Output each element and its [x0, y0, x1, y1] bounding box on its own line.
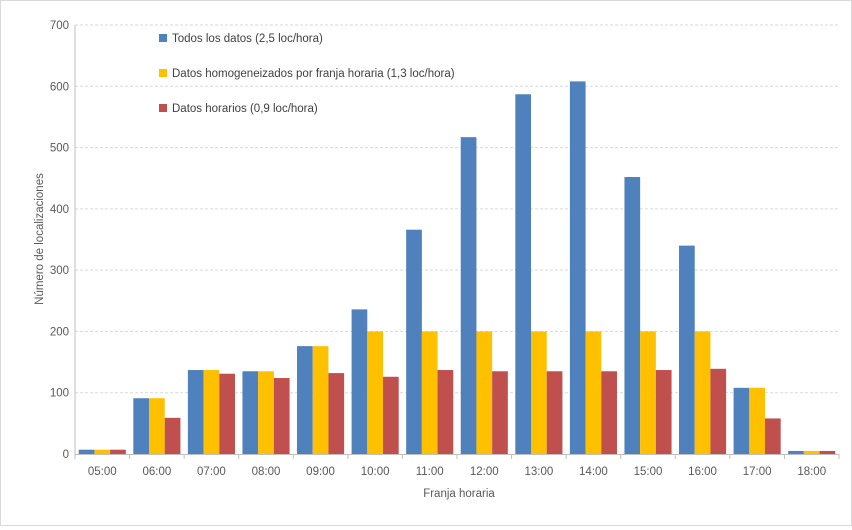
legend-label-2: Datos homogeneizados por franja horaria … — [172, 68, 455, 80]
bar-2-1300 — [531, 331, 547, 454]
x-tick-label: 13:00 — [524, 466, 553, 478]
bars — [78, 81, 836, 455]
y-tick-label: 0 — [63, 449, 69, 461]
y-tick-label: 200 — [50, 326, 69, 338]
bar-2-0900 — [312, 346, 329, 454]
y-axis-title: Número de localizaciones — [34, 173, 46, 305]
bar-1-1700 — [733, 387, 750, 454]
legend-label-1: Todos los datos (2,5 loc/hora) — [172, 33, 323, 45]
x-tick-label: 17:00 — [743, 466, 772, 478]
bar-2-1800 — [803, 450, 820, 454]
y-tick-label: 300 — [50, 265, 69, 277]
bar-2-0500 — [94, 449, 111, 454]
bar-3-1700 — [764, 418, 781, 454]
bar-1-1500 — [624, 176, 641, 455]
y-tick-label: 700 — [50, 20, 69, 32]
bar-3-1800 — [819, 450, 836, 454]
bar-2-1400 — [585, 331, 602, 454]
bar-1-1200 — [460, 137, 477, 454]
bar-1-1600 — [679, 245, 695, 454]
bar-3-1600 — [710, 368, 727, 454]
bar-2-0600 — [149, 398, 165, 454]
bar-3-1000 — [382, 376, 399, 454]
y-tick-label: 400 — [50, 204, 69, 216]
bar-1-1100 — [406, 229, 422, 454]
x-tick-label: 16:00 — [688, 466, 717, 478]
bar-1-0800 — [242, 371, 259, 454]
bar-3-1400 — [601, 371, 617, 454]
legend: Todos los datos (2,5 loc/hora) Datos homo… — [159, 33, 455, 115]
axes — [74, 25, 840, 459]
legend-swatch-1 — [159, 34, 167, 42]
bar-1-1300 — [515, 94, 532, 454]
bar-3-0600 — [164, 417, 181, 454]
x-tick-label: 11:00 — [416, 466, 444, 478]
bar-3-0900 — [328, 373, 345, 454]
y-tick-label: 600 — [50, 81, 69, 93]
bar-2-1000 — [367, 331, 383, 454]
bar-2-0700 — [203, 370, 220, 454]
legend-label-3: Datos horarios (0,9 loc/hora) — [172, 103, 318, 115]
bar-1-1000 — [351, 309, 368, 454]
x-tick-label: 14:00 — [579, 466, 608, 478]
bar-2-1600 — [694, 331, 711, 454]
x-tick-label: 15:00 — [634, 466, 663, 478]
x-tick-label: 07:00 — [197, 466, 226, 478]
y-tick-label: 500 — [50, 143, 69, 155]
bar-3-1100 — [437, 370, 454, 454]
bar-1-1800 — [788, 450, 804, 454]
x-tick-label: 09:00 — [306, 466, 335, 478]
x-tick-label: 05:00 — [88, 466, 117, 478]
bar-2-1100 — [421, 331, 438, 454]
bar-1-0700 — [187, 370, 204, 454]
bar-3-1300 — [546, 371, 563, 454]
x-tick-label: 18:00 — [797, 466, 826, 478]
bar-3-1500 — [655, 370, 672, 454]
bar-1-0900 — [297, 346, 313, 454]
bar-3-0700 — [219, 373, 235, 454]
bar-2-1700 — [749, 387, 765, 454]
bar-3-1200 — [492, 371, 508, 454]
bar-3-0800 — [273, 378, 290, 454]
y-tick-labels: 0 100 200 300 400 500 600 700 — [50, 20, 69, 461]
y-tick-label: 100 — [50, 388, 69, 400]
x-tick-labels: 05:00 06:00 07:00 08:00 09:00 10:00 11:00 12:00… — [88, 466, 826, 478]
x-tick-label: 08:00 — [252, 466, 281, 478]
bar-3-0500 — [110, 449, 126, 454]
legend-swatch-2 — [159, 69, 167, 77]
legend-swatch-3 — [159, 104, 167, 112]
bar-1-1400 — [569, 81, 586, 454]
bar-2-0800 — [258, 371, 274, 454]
bar-1-0500 — [78, 449, 95, 454]
gridlines — [75, 24, 839, 394]
x-tick-label: 10:00 — [361, 466, 390, 478]
x-axis-title: Franja horaria — [423, 488, 495, 500]
bar-2-1200 — [476, 331, 493, 454]
bar-1-0600 — [133, 398, 150, 454]
x-tick-label: 06:00 — [142, 466, 171, 478]
bar-2-1500 — [640, 331, 656, 454]
x-tick-label: 12:00 — [470, 466, 499, 478]
